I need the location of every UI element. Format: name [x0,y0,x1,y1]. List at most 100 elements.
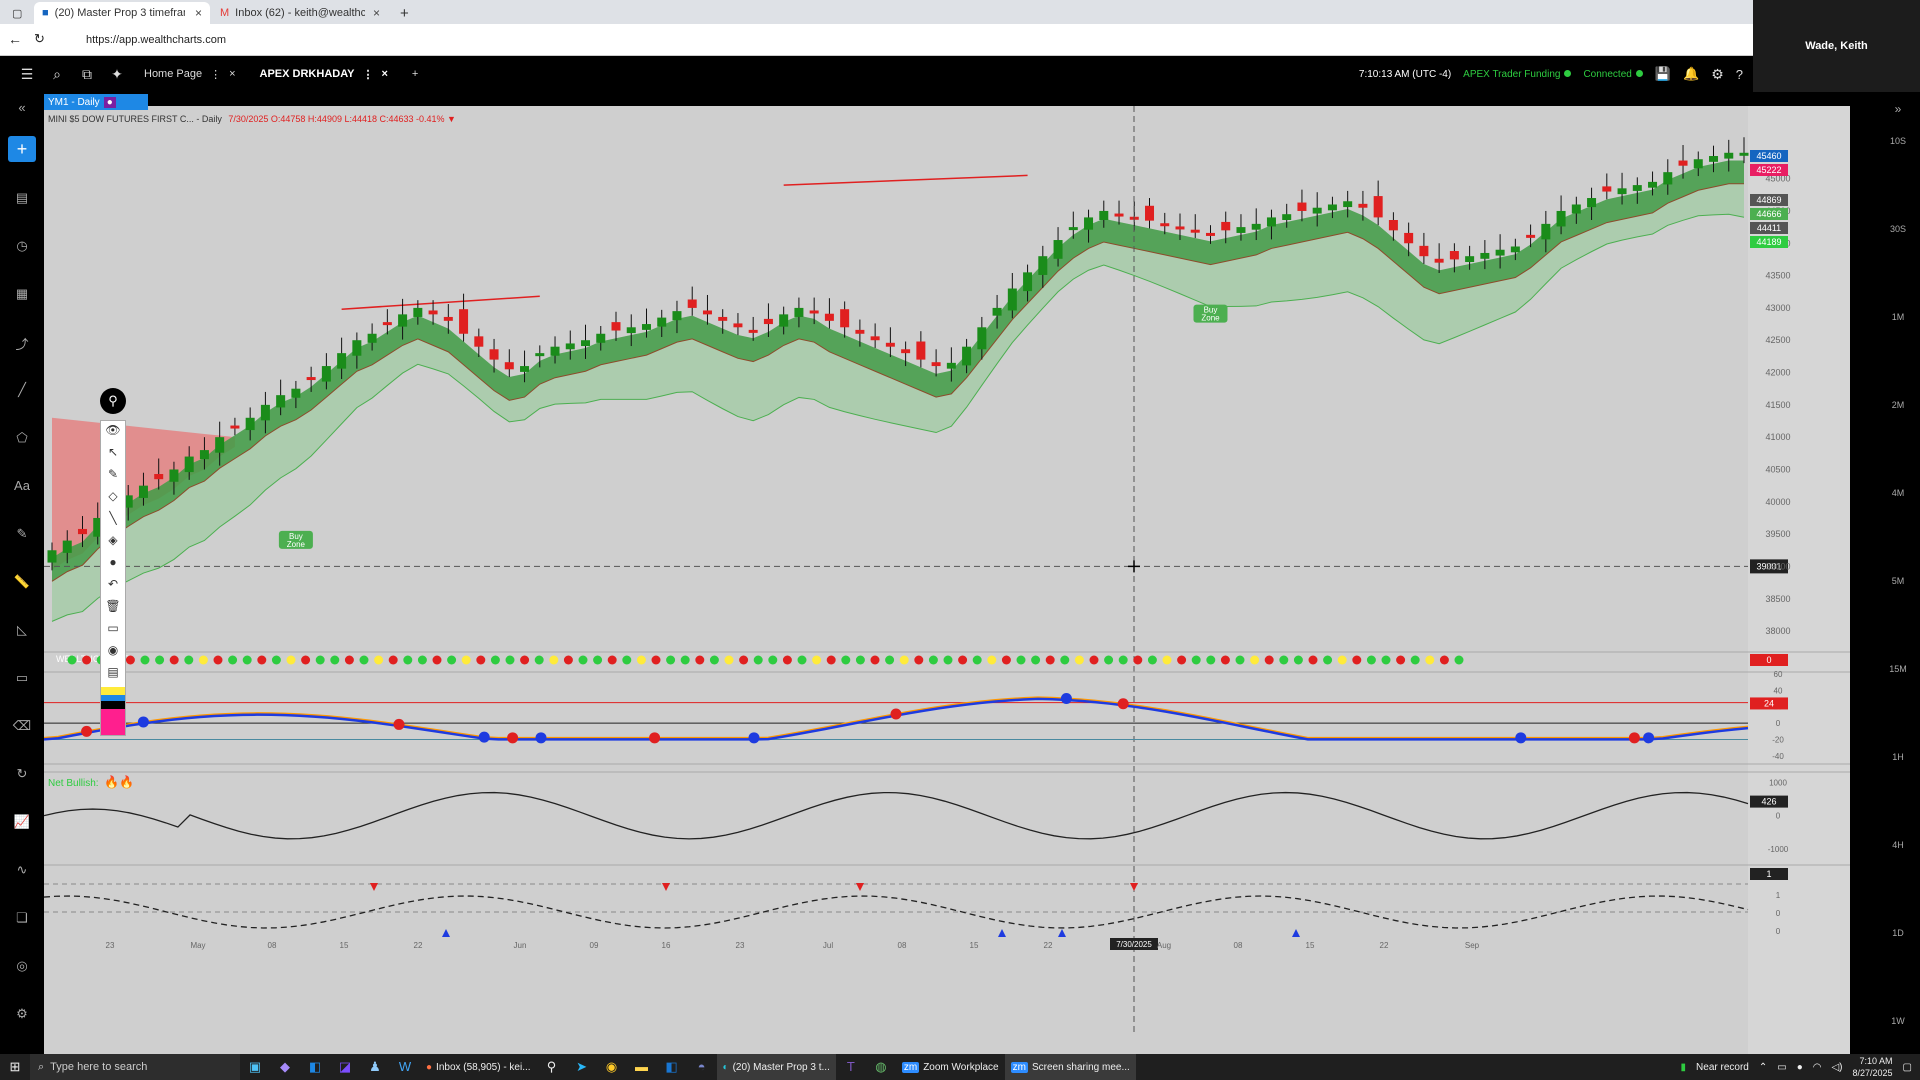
price-chart[interactable]: BuyZoneBuyZone39001450004450044000435004… [44,92,1876,1054]
pin-app-icon[interactable]: ⚲ [546,1059,557,1074]
line-tool-icon[interactable]: ╱ [18,382,26,397]
collapse-icon[interactable]: « [18,100,26,115]
measure-icon[interactable]: ◺ [17,622,27,637]
help-icon[interactable]: ? [1735,66,1743,82]
word-icon[interactable]: W [398,1059,412,1074]
dot-icon[interactable]: ● [109,555,117,569]
pen-icon[interactable]: ✎ [107,467,119,481]
tab-menu-icon[interactable]: ⋮ [210,68,222,81]
screen-icon[interactable]: ▭ [1777,1061,1787,1073]
url-field[interactable]: https://app.wealthcharts.com [64,29,1744,51]
timeframe-1h[interactable]: 1H [1892,752,1904,762]
add-tab-button[interactable]: + [411,68,419,80]
timeframe-1w[interactable]: 1W [1891,1016,1905,1026]
trend-icon[interactable]: ⤴ [15,337,29,352]
indicator-icon[interactable]: 📈 [13,814,31,829]
notifications-icon[interactable]: ▢ [1902,1061,1912,1073]
discord-icon[interactable]: ◓ [697,1059,706,1074]
outlook-app-icon[interactable]: ◧ [665,1059,678,1074]
timeframe-4m[interactable]: 4M [1891,488,1905,498]
tray-expand-icon[interactable]: ⌃ [1758,1061,1768,1073]
timeframe-30s[interactable]: 30S [1889,224,1906,234]
eraser-icon[interactable]: ◇ [108,489,118,503]
clipboard-icon[interactable]: ▤ [107,665,119,679]
taskbar-app-screen-sharing[interactable]: zm Screen sharing mee... [1004,1054,1136,1080]
taskbar-app-zoom[interactable]: zm Zoom Workplace [901,1061,999,1073]
monitor-icon[interactable]: ▭ [107,621,119,635]
timeframe-4h[interactable]: 4H [1892,840,1904,850]
highlighter-icon[interactable]: ◈ [108,533,118,547]
close-icon[interactable]: × [229,68,236,80]
text-tool-icon[interactable]: Aa [14,478,30,493]
store-icon[interactable]: ▣ [248,1059,262,1074]
close-icon[interactable]: × [381,68,388,80]
template-icon[interactable]: ❏ [16,910,28,925]
whiteboard-icon[interactable]: ◪ [338,1059,352,1074]
expand-icon[interactable]: » [1894,102,1902,116]
pencil-icon[interactable]: ✎ [16,526,28,541]
browser-tab[interactable]: M Inbox (62) - keith@wealthcharts.c × [212,2,388,24]
chart-area[interactable]: BuyZoneBuyZone39001450004450044000435004… [44,92,1876,1054]
outlook-icon[interactable]: ◧ [308,1059,322,1074]
teams-icon[interactable]: T [846,1059,855,1074]
browser-tab-active[interactable]: ■ (20) Master Prop 3 timeframes - Y × [34,2,210,24]
color-picker[interactable] [101,687,125,735]
chart-type-icon[interactable]: ▤ [15,190,29,205]
taskbar-app-master-prop[interactable]: ◐ (20) Master Prop 3 t... [716,1054,836,1080]
timeframe-5m[interactable]: 5M [1891,576,1905,586]
layers-icon[interactable]: ▭ [15,670,29,685]
reload-icon[interactable]: ↻ [34,31,45,46]
shapes-icon[interactable]: ⬠ [16,430,28,445]
taskbar-clock[interactable]: 7:10 AM 8/27/2025 [1852,1056,1893,1078]
undo-icon[interactable]: ↶ [107,577,119,591]
search-icon[interactable]: ⌕ [53,65,61,82]
tab-apex-drkhaday[interactable]: APEX DRKHADAY ⋮ × [248,56,400,92]
back-icon[interactable]: ← [8,31,22,47]
add-tool-button[interactable]: + [8,136,36,162]
target-icon[interactable]: ◎ [16,958,28,973]
volume-icon[interactable]: ◁) [1831,1061,1843,1073]
trash-icon[interactable]: 🗑 [105,599,121,613]
ruler-icon[interactable]: 📏 [13,574,31,589]
folder-icon[interactable]: ▬ [635,1059,649,1074]
mic-icon[interactable]: ● [1796,1061,1803,1073]
account-status[interactable]: APEX Trader Funding [1463,69,1572,80]
camera-icon[interactable]: ◉ [107,643,119,657]
copy-layout-icon[interactable]: ⧉ [82,65,92,82]
chrome-icon[interactable]: ◉ [605,1059,618,1074]
save-icon[interactable]: 💾 [1654,66,1672,81]
wifi-icon[interactable]: ◠ [1812,1061,1822,1073]
close-icon[interactable]: × [194,6,202,20]
calendar-icon[interactable]: ▦ [15,286,29,301]
timeframe-1m[interactable]: 1M [1891,312,1905,322]
window-menu-icon[interactable]: ▢ [12,7,23,20]
taskbar-app-inbox[interactable]: ● Inbox (58,905) - kei... [426,1061,531,1073]
eye-icon[interactable]: 👁 [105,423,121,437]
cursor-icon[interactable]: ↖ [107,445,119,459]
eraser-icon[interactable]: ⌫ [12,718,32,733]
gear-icon[interactable]: ⚙ [1711,65,1724,82]
ai-icon[interactable]: ✦ [111,65,123,82]
hamburger-menu-icon[interactable]: ☰ [20,65,34,82]
timeframe-2m[interactable]: 2M [1891,400,1905,410]
close-icon[interactable]: × [372,6,380,20]
settings-icon[interactable]: ⚙ [16,1006,28,1021]
people-icon[interactable]: ♟ [369,1059,381,1074]
symbol-tag[interactable]: YM1 - Daily ● [44,94,148,110]
tab-menu-icon[interactable]: ⋮ [362,68,374,81]
tab-home-page[interactable]: Home Page ⋮ × [132,56,248,92]
pin-icon[interactable]: ⚲ [100,388,126,414]
bell-icon[interactable]: 🔔 [1683,66,1700,81]
timeframe-15m[interactable]: 15M [1889,664,1907,674]
whatsapp-icon[interactable]: ◍ [875,1059,887,1074]
refresh-icon[interactable]: ↻ [16,766,28,781]
timeframe-1d[interactable]: 1D [1892,928,1904,938]
new-tab-button[interactable]: + [400,4,409,22]
line-icon[interactable]: ╲ [109,511,117,525]
windows-start-icon[interactable]: ⊞ [9,1059,21,1074]
taskbar-search[interactable]: ⌕ Type here to search [30,1054,240,1080]
telegram-icon[interactable]: ➤ [576,1059,587,1074]
clock-icon[interactable]: ◷ [16,238,28,253]
copilot-icon[interactable]: ◆ [280,1059,290,1074]
timeframe-10s[interactable]: 10S [1889,136,1906,146]
